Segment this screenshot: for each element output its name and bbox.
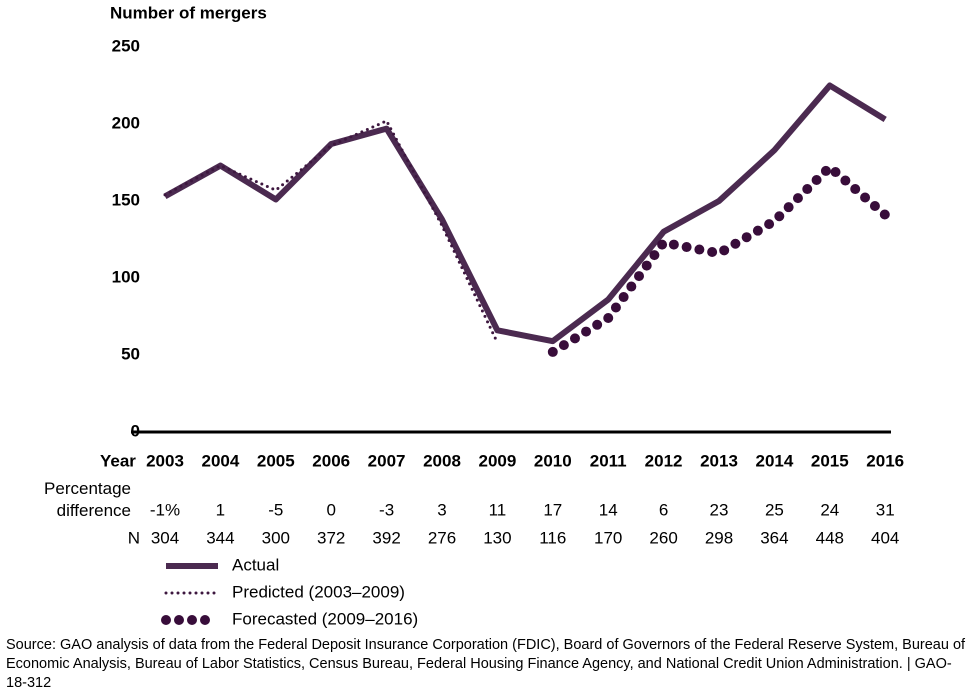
x-tick-label: 2009 [478,451,516,470]
n-cell: 372 [317,528,345,547]
n-cell: 298 [705,528,733,547]
y-axis-label: Number of mergers [110,3,267,22]
x-tick-label: 2004 [201,451,239,470]
percentage-cell: 31 [876,500,895,519]
x-tick-label: 2013 [700,451,738,470]
x-tick-label: 2006 [312,451,350,470]
percentage-cell: 25 [765,500,784,519]
n-cell: 304 [151,528,179,547]
n-cell: 116 [539,528,566,547]
n-cell: 300 [262,528,290,547]
percentage-cell: 24 [820,500,839,519]
percentage-cell: -5 [268,500,283,519]
percentage-cell: 14 [599,500,618,519]
n-cell: 392 [372,528,400,547]
y-tick-label: 150 [112,190,140,209]
n-cell: 344 [206,528,234,547]
x-tick-label: 2005 [257,451,295,470]
y-tick-label: 50 [121,344,140,363]
x-tick-label: 2007 [368,451,406,470]
x-tick-label: 2014 [755,451,793,470]
n-cell: 276 [428,528,456,547]
legend-label: Actual [232,555,279,574]
percentage-cell: 0 [326,500,335,519]
legend-label: Predicted (2003–2009) [232,582,405,601]
y-tick-label: 100 [112,267,140,286]
n-cell: 364 [760,528,788,547]
x-tick-label: 2015 [811,451,849,470]
percentage-cell: 3 [437,500,446,519]
x-tick-label: 2008 [423,451,461,470]
y-tick-label: 200 [112,113,140,132]
x-tick-label: 2016 [866,451,904,470]
n-cell: 130 [483,528,511,547]
n-cell: 404 [871,528,899,547]
source-note: Source: GAO analysis of data from the Fe… [6,637,966,691]
n-row-label: N [128,528,140,547]
x-tick-label: 2010 [534,451,572,470]
n-cell: 260 [649,528,677,547]
percentage-cell: 17 [543,500,562,519]
percentage-cell: 11 [489,500,507,519]
percentage-cell: 23 [710,500,729,519]
percentage-cell: -3 [379,500,394,519]
percentage-cell: 1 [216,500,225,519]
percentage-cell: -1% [150,500,180,519]
x-axis-label: Year [100,451,136,470]
x-tick-label: 2011 [590,451,627,470]
y-tick-label: 250 [112,36,140,55]
series-line [547,160,891,357]
series-line [163,82,887,345]
percentage-label: Percentage difference [44,479,131,520]
legend-label: Forecasted (2009–2016) [232,609,418,628]
percentage-cell: 6 [659,500,668,519]
n-cell: 448 [816,528,844,547]
x-tick-label: 2003 [146,451,184,470]
n-cell: 170 [594,528,622,547]
x-tick-label: 2012 [645,451,683,470]
